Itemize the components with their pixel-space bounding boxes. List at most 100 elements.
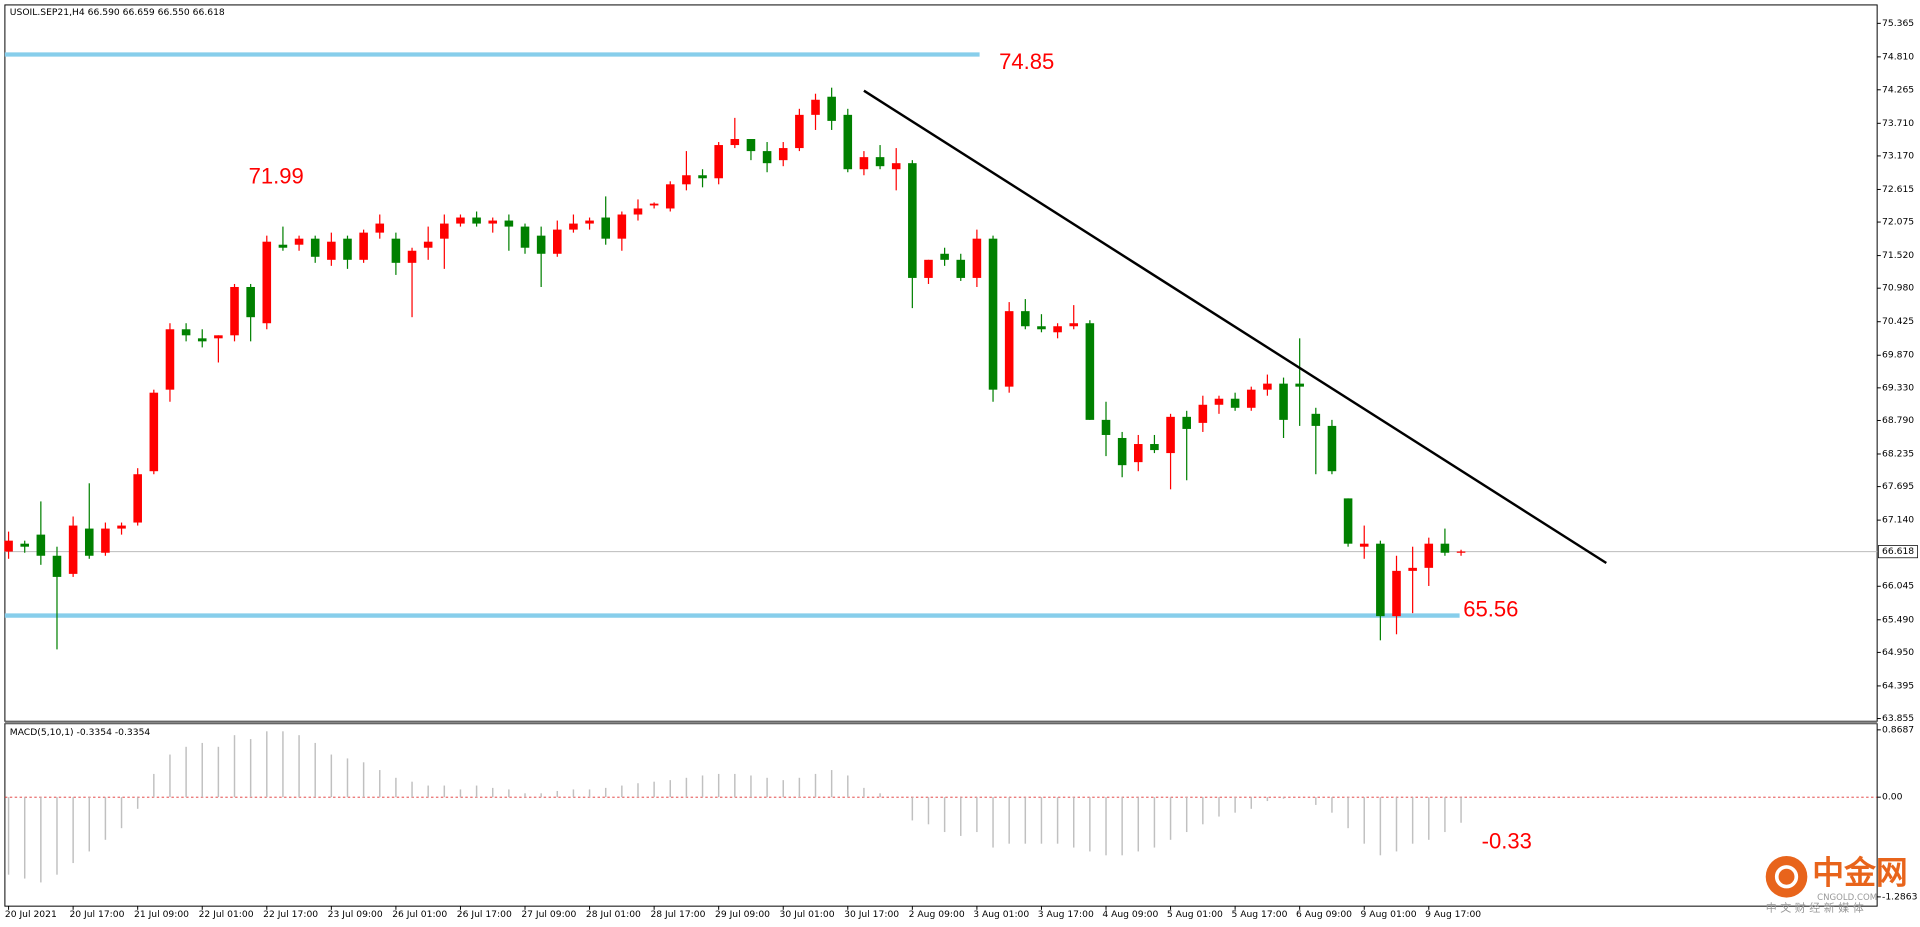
watermark: 中金网 CNGOLD.COM 中 文 财 经 新 媒 体: [1765, 853, 1908, 915]
annotation: 71.99: [249, 163, 304, 188]
candle-body: [1376, 543, 1385, 617]
x-tick-label: 27 Jul 09:00: [521, 909, 576, 920]
candle-body: [1214, 398, 1224, 405]
candle-body: [230, 286, 239, 336]
candle-body: [1037, 326, 1046, 330]
candle-body: [262, 241, 272, 324]
candle-body: [956, 259, 966, 278]
watermark-site: CNGOLD.COM: [1817, 893, 1877, 903]
candle-body: [1263, 383, 1272, 390]
y-tick-label: 70.425: [1882, 316, 1914, 327]
x-tick-label: 21 Jul 09:00: [134, 909, 189, 920]
watermark-slogan: 中 文 财 经 新 媒 体: [1766, 901, 1864, 915]
candle-body: [1279, 383, 1288, 420]
y-tick-label: 0.8687: [1882, 724, 1914, 735]
candle-body: [278, 244, 288, 248]
candle-body: [1392, 570, 1401, 617]
candle-body: [440, 223, 449, 239]
candle-body: [1408, 567, 1417, 571]
candle-body: [456, 217, 465, 224]
y-tick-label: 68.235: [1882, 448, 1914, 459]
candle-body: [472, 217, 481, 224]
candle-body: [1085, 323, 1095, 420]
candle-body: [778, 148, 788, 161]
candle-body: [1069, 323, 1079, 327]
x-tick-label: 22 Jul 17:00: [263, 909, 318, 920]
candle-body: [827, 96, 836, 121]
candle-body: [1166, 416, 1175, 454]
candle-body: [940, 253, 949, 260]
candle-body: [649, 203, 659, 206]
x-tick-label: 5 Aug 17:00: [1231, 909, 1287, 920]
candle-body: [908, 163, 917, 278]
candle-body: [843, 114, 853, 170]
candle-body: [1150, 444, 1159, 451]
candle-body: [569, 223, 578, 230]
y-tick-label: 64.395: [1882, 680, 1914, 691]
candle-body: [633, 208, 643, 215]
candle-body: [407, 250, 417, 263]
x-tick-label: 29 Jul 09:00: [715, 909, 770, 920]
candle-body: [4, 540, 13, 552]
y-tick-label: 71.520: [1882, 250, 1914, 261]
candle-body: [504, 220, 514, 227]
candle-body: [375, 223, 385, 233]
x-tick-label: 26 Jul 17:00: [457, 909, 512, 920]
candle-body: [1311, 413, 1321, 426]
candle-body: [181, 329, 191, 336]
candle-body: [617, 214, 627, 239]
x-tick-label: 9 Aug 01:00: [1361, 909, 1417, 920]
x-tick-label: 4 Aug 09:00: [1102, 909, 1158, 920]
y-tick-label: 72.075: [1882, 217, 1914, 228]
candle-body: [214, 335, 223, 339]
candle-body: [117, 525, 126, 529]
candle-body: [1295, 383, 1304, 387]
candle-body: [601, 217, 610, 239]
candle-body: [133, 474, 142, 523]
candle-body: [197, 338, 207, 342]
candle-body: [1456, 551, 1466, 553]
y-tick-label: 72.615: [1882, 184, 1914, 195]
x-tick-label: 3 Aug 01:00: [973, 909, 1029, 920]
x-tick-label: 6 Aug 09:00: [1296, 909, 1352, 920]
candle-body: [1198, 404, 1208, 423]
candle-body: [68, 525, 78, 574]
trendline: [863, 89, 1607, 565]
current-price-box: [1878, 545, 1918, 559]
x-tick-label: 20 Jul 2021: [5, 909, 57, 920]
candle-body: [585, 220, 594, 224]
candle-body: [1440, 543, 1450, 553]
macd-header: MACD(5,10,1) -0.3354 -0.3354: [10, 727, 151, 738]
y-tick-label: 67.695: [1882, 481, 1914, 492]
x-tick-label: 5 Aug 01:00: [1167, 909, 1223, 920]
candle-body: [924, 259, 933, 278]
candle-body: [988, 238, 998, 390]
candle-body: [101, 528, 110, 553]
candle-body: [1021, 311, 1030, 327]
candle-body: [536, 235, 546, 254]
candle-body: [1053, 326, 1062, 333]
watermark-logo-ring: [1774, 865, 1799, 889]
candle-body: [1182, 416, 1191, 429]
y-tick-label: 66.045: [1882, 581, 1914, 592]
candle-body: [359, 232, 368, 260]
x-tick-label: 22 Jul 01:00: [199, 909, 254, 920]
y-tick-label: -1.2863: [1882, 891, 1918, 902]
candle-body: [165, 329, 175, 390]
x-tick-label: 28 Jul 01:00: [586, 909, 641, 920]
annotation: -0.33: [1482, 828, 1532, 853]
y-tick-label: 75.365: [1882, 18, 1914, 29]
y-tick-label: 67.140: [1882, 515, 1914, 526]
candle-body: [246, 286, 255, 318]
candle-body: [746, 139, 756, 152]
candle-body: [20, 543, 29, 547]
y-tick-label: 63.855: [1882, 713, 1914, 724]
x-tick-label: 20 Jul 17:00: [69, 909, 124, 920]
candle-body: [811, 99, 820, 115]
candle-body: [36, 534, 46, 556]
candle-body: [1424, 543, 1434, 568]
candle-body: [52, 555, 62, 577]
candle-body: [343, 238, 352, 260]
